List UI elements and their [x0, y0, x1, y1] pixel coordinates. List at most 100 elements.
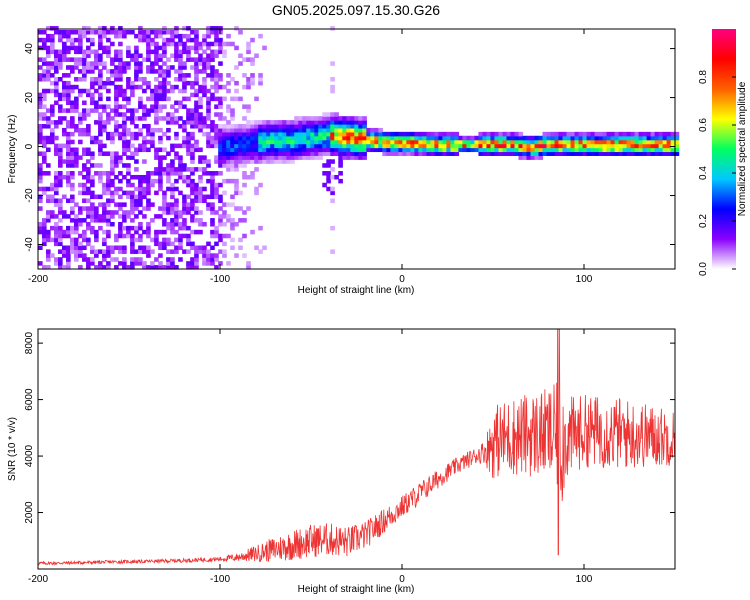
- spectrogram-cell: [118, 249, 123, 254]
- spectrogram-cell: [198, 127, 203, 133]
- spectrogram-cell: [166, 210, 171, 215]
- spectrogram-cell: [38, 124, 43, 129]
- spectrogram-cell: [146, 124, 151, 129]
- spectrogram-cell: [438, 135, 443, 141]
- spectrogram-cell: [98, 61, 103, 66]
- spectrogram-cell: [102, 229, 107, 235]
- spectrogram-cell: [158, 45, 163, 51]
- spectrogram-cell: [562, 131, 568, 137]
- spectrogram-cell: [146, 253, 151, 258]
- spectrogram-cell: [410, 139, 415, 145]
- spectrogram-cell: [398, 139, 403, 145]
- spectrogram-cell: [74, 202, 79, 207]
- spectrogram-cell: [58, 218, 63, 223]
- spectrogram-cell: [462, 139, 468, 145]
- spectrogram-cell: [346, 155, 351, 160]
- spectrogram-cell: [146, 206, 151, 211]
- spectrogram-cell: [466, 147, 472, 153]
- spectrogram-cell: [54, 147, 59, 153]
- spectrogram-cell: [250, 174, 255, 180]
- spectrogram-cell: [398, 135, 403, 141]
- spectrogram-cell: [214, 96, 219, 102]
- spectrogram-cell: [158, 92, 163, 98]
- spectrogram-cell: [282, 124, 287, 129]
- spectrogram-cell: [158, 163, 163, 168]
- spectrogram-cell: [94, 100, 99, 106]
- spectrogram-cell: [602, 135, 608, 141]
- spectrogram-cell: [162, 265, 167, 270]
- spectrogram-cell: [46, 73, 51, 78]
- spectrogram-cell: [266, 131, 271, 137]
- spectrogram-cell: [186, 49, 191, 55]
- spectrogram-cell: [158, 261, 163, 266]
- spectrogram-cell: [246, 124, 251, 129]
- spectrogram-cell: [226, 233, 231, 239]
- spectrogram-cell: [226, 163, 231, 168]
- spectrogram-cell: [186, 261, 191, 266]
- spectrogram-cell: [326, 147, 331, 153]
- spectrogram-cell: [310, 151, 315, 156]
- spectrogram-cell: [70, 182, 75, 188]
- spectrogram-cell: [210, 96, 215, 102]
- spectrogram-cell: [202, 198, 207, 203]
- spectrogram-cell: [378, 135, 383, 141]
- spectrogram-cell: [66, 151, 71, 156]
- spectrogram-cell: [442, 135, 447, 141]
- spectrogram-cell: [82, 69, 87, 74]
- spectrogram-cell: [434, 139, 439, 145]
- spectrogram-cell: [242, 218, 247, 223]
- spectrogram-cell: [590, 139, 596, 145]
- spectrogram-cell: [194, 143, 199, 149]
- spectrogram-cell: [390, 135, 395, 141]
- spectrogram-cell: [262, 159, 267, 164]
- spectrogram-cell: [150, 61, 155, 66]
- spectrogram-cell: [618, 143, 624, 149]
- x-tick-label: 100: [576, 274, 593, 285]
- spectrogram-cell: [346, 135, 351, 141]
- spectrogram-cell: [62, 49, 67, 55]
- spectrogram-cell: [298, 116, 303, 121]
- spectrogram-cell: [178, 245, 183, 251]
- spectrogram-cell: [206, 241, 211, 247]
- spectrogram-cell: [258, 182, 263, 188]
- spectrogram-cell: [142, 147, 147, 153]
- spectrogram-cell: [122, 124, 127, 129]
- spectrogram-cell: [218, 77, 223, 82]
- spectrogram-cell: [314, 131, 319, 137]
- spectrogram-cell: [310, 143, 315, 149]
- spectrogram-cell: [234, 163, 239, 168]
- spectrogram-cell: [190, 151, 195, 156]
- spectrogram-cell: [278, 155, 283, 160]
- spectrogram-cell: [334, 139, 339, 145]
- spectrogram-cell: [410, 131, 415, 137]
- spectrogram-cell: [78, 253, 83, 258]
- spectrogram-cell: [182, 221, 187, 227]
- spectrogram-cell: [174, 41, 179, 47]
- spectrogram-cell: [314, 116, 319, 121]
- spectrogram-cell: [334, 124, 339, 129]
- spectrogram-cell: [186, 202, 191, 207]
- spectrogram-cell: [302, 124, 307, 129]
- spectrogram-cell: [234, 65, 239, 70]
- spectrogram-cell: [274, 135, 279, 141]
- spectrogram-cell: [366, 131, 371, 137]
- spectrogram-cell: [234, 131, 239, 137]
- spectrogram-cell: [162, 190, 167, 196]
- spectrogram-cell: [374, 147, 379, 153]
- spectrogram-cell: [118, 221, 123, 227]
- spectrogram-cell: [330, 124, 335, 129]
- spectrogram-cell: [154, 96, 159, 102]
- spectrogram-cell: [230, 135, 235, 141]
- spectrogram-cell: [414, 147, 419, 153]
- spectrogram-cell: [466, 135, 472, 141]
- spectrogram-cell: [150, 182, 155, 188]
- spectrogram-cell: [54, 49, 59, 55]
- spectrogram-cell: [358, 143, 363, 149]
- spectrogram-cell: [82, 29, 87, 35]
- spectrogram-cell: [594, 135, 600, 141]
- spectrogram-cell: [338, 139, 343, 145]
- spectrogram-cell: [66, 214, 71, 219]
- spectrogram-cell: [74, 257, 79, 262]
- spectrogram-cell: [358, 147, 363, 153]
- spectrogram-cell: [138, 127, 143, 133]
